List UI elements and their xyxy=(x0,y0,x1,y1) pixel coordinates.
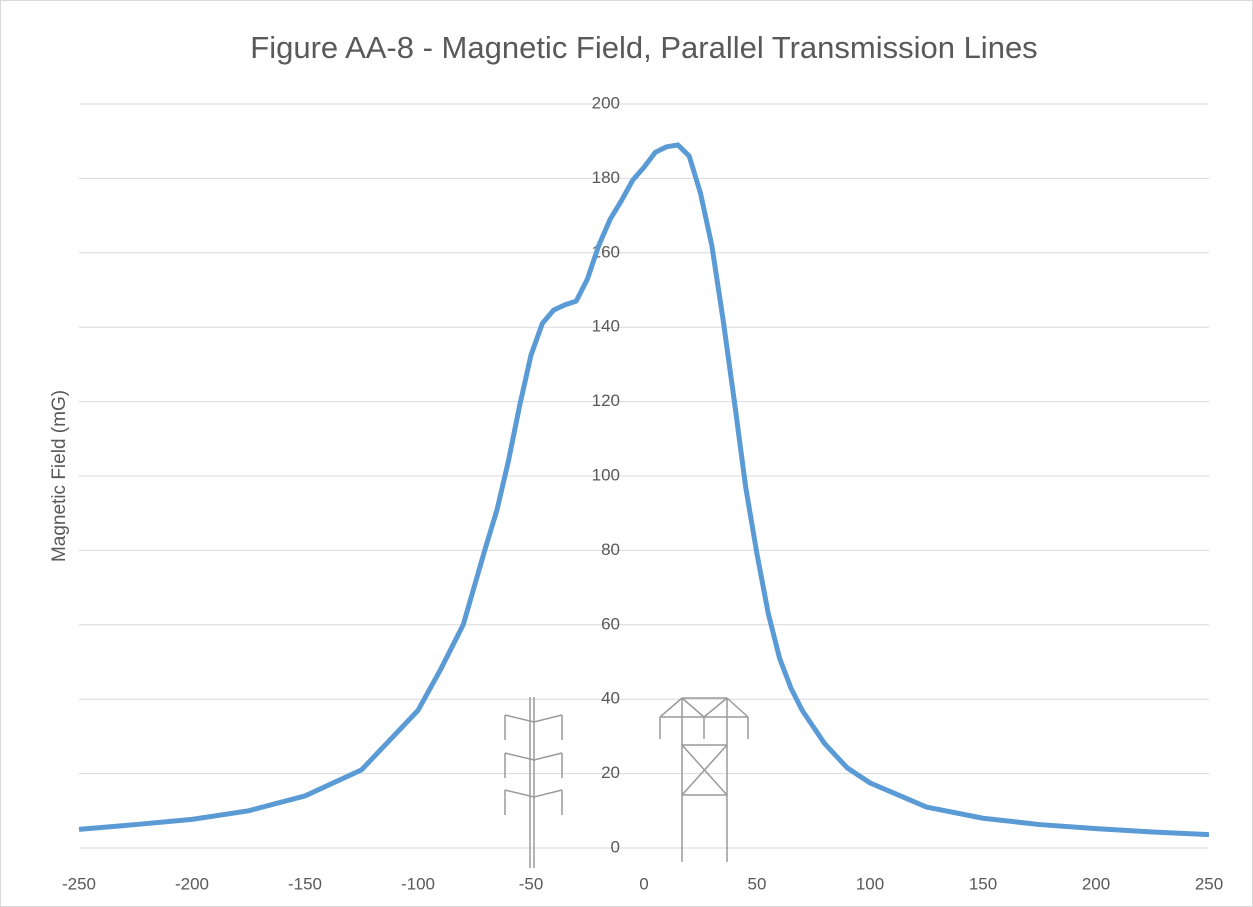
y-tick-label: 180 xyxy=(592,168,620,187)
chart-frame xyxy=(1,1,1253,907)
y-tick-label: 140 xyxy=(592,317,620,336)
chart-title: Figure AA-8 - Magnetic Field, Parallel T… xyxy=(250,30,1037,65)
y-tick-label: 80 xyxy=(601,540,620,559)
x-tick-label: -100 xyxy=(401,874,435,893)
y-tick-label: 0 xyxy=(611,837,620,856)
x-tick-label: 200 xyxy=(1082,874,1110,893)
y-tick-label: 20 xyxy=(601,763,620,782)
x-tick-label: 50 xyxy=(748,874,767,893)
y-tick-label: 200 xyxy=(592,93,620,112)
y-axis-label: Magnetic Field (mG) xyxy=(49,390,70,562)
x-tick-label: -50 xyxy=(519,874,544,893)
y-tick-label: 60 xyxy=(601,614,620,633)
x-tick-label: -150 xyxy=(288,874,322,893)
chart: Figure AA-8 - Magnetic Field, Parallel T… xyxy=(0,0,1253,907)
x-tick-label: -250 xyxy=(62,874,96,893)
x-tick-label: -200 xyxy=(175,874,209,893)
x-tick-label: 150 xyxy=(969,874,997,893)
x-tick-label: 100 xyxy=(856,874,884,893)
x-tick-label: 250 xyxy=(1195,874,1223,893)
y-tick-label: 40 xyxy=(601,689,620,708)
y-tick-label: 120 xyxy=(592,391,620,410)
y-tick-label: 100 xyxy=(592,465,620,484)
x-tick-label: 0 xyxy=(639,874,648,893)
